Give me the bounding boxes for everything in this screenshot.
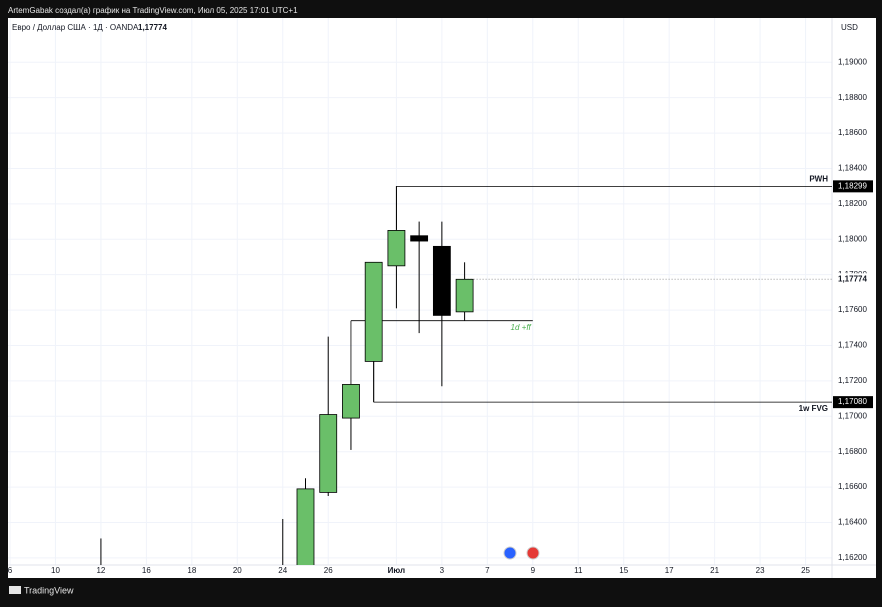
candles	[100, 186, 474, 565]
x-tick-label: Июл	[388, 566, 405, 575]
price-box	[833, 396, 873, 409]
x-tick-label: 26	[324, 566, 333, 575]
x-tick-label: 10	[51, 566, 60, 575]
candle-body	[455, 278, 474, 313]
level-label: PWH	[809, 174, 828, 183]
x-tick-label: 20	[233, 566, 242, 575]
candle-body	[319, 414, 338, 493]
event-icon[interactable]	[503, 546, 517, 560]
last-price-label: 1,17774	[838, 274, 867, 283]
x-tick-label: 18	[187, 566, 196, 575]
event-icon[interactable]	[526, 546, 540, 560]
candle-body	[342, 384, 360, 419]
y-tick-label: 1,17000	[838, 411, 867, 420]
candle-body	[296, 488, 315, 565]
candle-body	[364, 261, 383, 362]
x-tick-label: 3	[440, 566, 445, 575]
y-tick-label: 1,18000	[838, 234, 867, 243]
header-price: 1,17774	[138, 23, 167, 32]
x-tick-label: 16	[142, 566, 151, 575]
footer-brand: TradingView	[24, 585, 74, 595]
x-tick-label: 9	[531, 566, 536, 575]
x-tick-label: 6	[8, 566, 13, 575]
y-tick-label: 1,18600	[838, 128, 867, 137]
y-tick-label: 1,16600	[838, 482, 867, 491]
y-tick-label: 1,17200	[838, 376, 867, 385]
y-tick-label: 1,16400	[838, 518, 867, 527]
level-label: 1d +ff	[511, 323, 532, 332]
y-tick-label: 1,16200	[838, 553, 867, 562]
labels: 1,16200 1,16400 1,16600 1,16800 1,17000 1,172…	[8, 57, 873, 575]
grid	[8, 18, 832, 565]
y-tick-label: 1,17400	[838, 341, 867, 350]
currency: USD	[841, 23, 858, 32]
candle-body	[410, 235, 429, 242]
x-tick-label: 11	[574, 566, 583, 575]
y-tick-label: 1,18200	[838, 199, 867, 208]
candle-body	[387, 230, 406, 267]
price-box	[833, 273, 873, 286]
x-tick-label: 21	[710, 566, 719, 575]
x-tick-label: 12	[96, 566, 105, 575]
x-tick-label: 7	[485, 566, 490, 575]
level-label: 1w FVG	[799, 404, 828, 413]
x-tick-label: 17	[665, 566, 674, 575]
y-tick-label: 1,17600	[838, 305, 867, 314]
y-tick-label: 1,19000	[838, 57, 867, 66]
y-tick-label: 1,16800	[838, 447, 867, 456]
price-box	[833, 180, 873, 193]
x-tick-label: 25	[801, 566, 810, 575]
brand-logo	[9, 586, 21, 594]
price-box-label: 1,17080	[838, 397, 867, 406]
symbol-title: Евро / Доллар США · 1Д · OANDA	[12, 23, 139, 32]
x-tick-label: 23	[756, 566, 765, 575]
y-tick-label: 1,18400	[838, 164, 867, 173]
price-box-label: 1,18299	[838, 181, 867, 190]
header: ArtemGabak создал(а) график на TradingVi…	[8, 6, 298, 15]
x-tick-label: 15	[619, 566, 628, 575]
candle-body	[432, 245, 451, 316]
y-tick-label: 1,18800	[838, 93, 867, 102]
x-tick-label: 24	[278, 566, 287, 575]
